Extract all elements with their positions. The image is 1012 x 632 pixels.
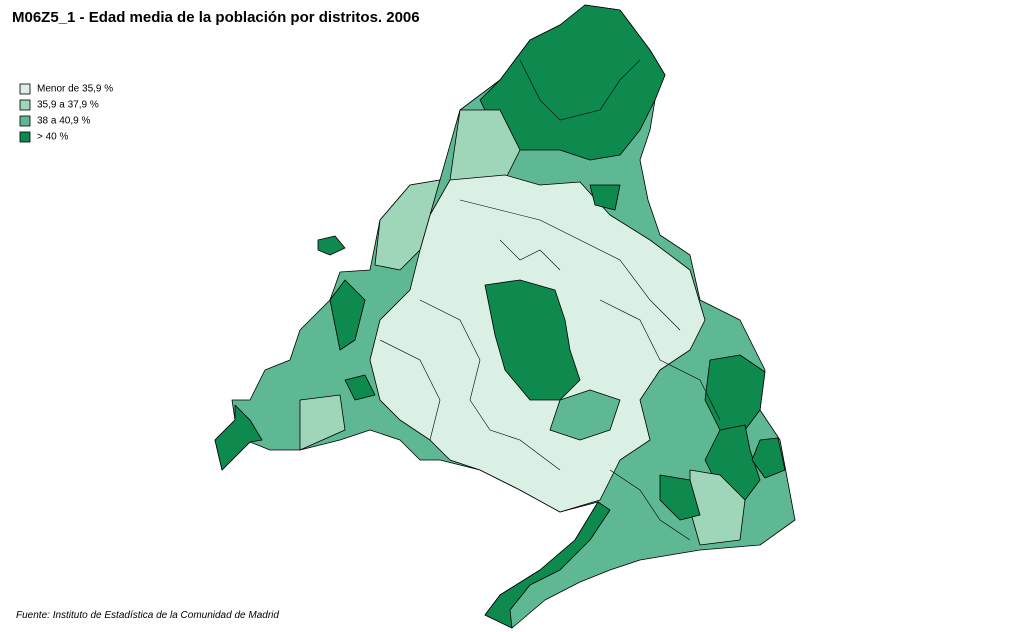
legend-label: 35,9 a 37,9 % [37, 100, 99, 111]
district-line [459, 199, 681, 331]
region [589, 184, 621, 211]
source-note: Fuente: Instituto de Estadística de la C… [16, 610, 279, 621]
district-line [419, 299, 561, 471]
region [751, 437, 786, 479]
region [479, 4, 666, 161]
district-line [379, 339, 441, 441]
region [374, 179, 441, 271]
legend-label: > 40 % [37, 132, 69, 143]
region [659, 474, 701, 521]
map [214, 4, 796, 629]
legend-label: Menor de 35,9 % [37, 84, 113, 95]
district-line [519, 59, 641, 121]
region [549, 389, 621, 441]
region [484, 279, 581, 401]
region [704, 354, 766, 431]
district-line [599, 299, 721, 421]
district-line [499, 239, 561, 271]
legend-swatch [19, 131, 31, 143]
region [317, 235, 346, 256]
district-line [609, 469, 691, 541]
region [214, 404, 263, 471]
legend: Menor de 35,9 % 35,9 a 37,9 % 38 a 40,9 % >… [19, 83, 113, 143]
region [344, 374, 376, 401]
region [484, 501, 611, 629]
legend-label: 38 a 40,9 % [37, 116, 90, 127]
legend-swatch [19, 115, 31, 127]
legend-swatch [19, 99, 31, 111]
region [299, 394, 346, 451]
map-title: M06Z5_1 - Edad media de la población por… [12, 9, 420, 26]
legend-swatch [19, 83, 31, 95]
region [329, 279, 366, 351]
